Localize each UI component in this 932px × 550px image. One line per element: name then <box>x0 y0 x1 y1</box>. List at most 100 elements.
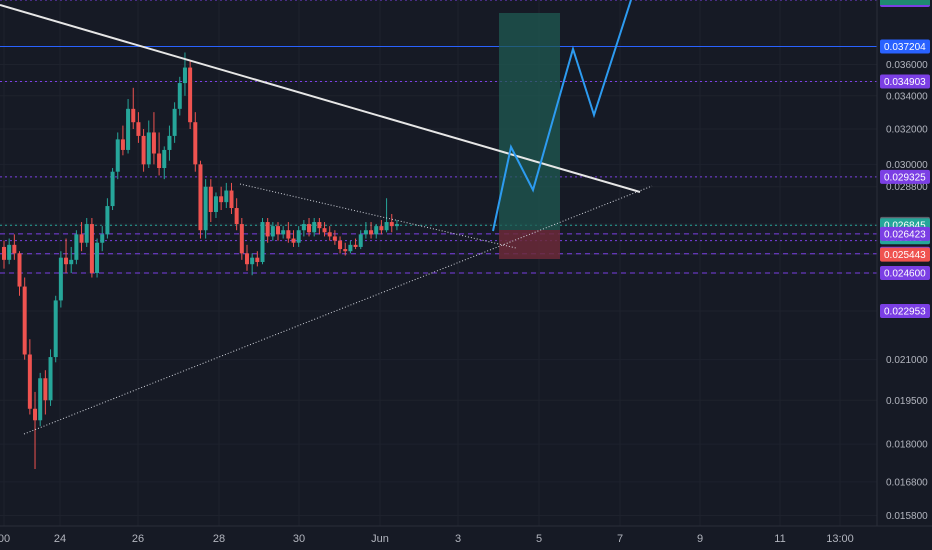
candle-body <box>317 222 322 229</box>
candle-body <box>379 226 384 231</box>
price-tick-label: 0.030000 <box>886 160 928 171</box>
candle-body <box>213 196 218 213</box>
price-badge-label: 0.026423 <box>884 229 926 240</box>
candle-body <box>239 224 244 254</box>
time-tick-label: 7 <box>617 533 623 545</box>
candle-body <box>208 186 213 213</box>
candle-body <box>74 234 79 260</box>
candle-body <box>69 259 74 265</box>
candle-body <box>198 164 203 231</box>
price-badge-label: 0.022953 <box>884 306 926 317</box>
candle-body <box>89 224 94 274</box>
candle-body <box>136 122 141 136</box>
candle-body <box>193 122 198 165</box>
drawings[interactable] <box>0 0 653 435</box>
candle-body <box>276 226 281 235</box>
level-lines <box>0 0 877 274</box>
candle-body <box>229 190 234 209</box>
time-tick-label: 30 <box>293 533 305 545</box>
price-badge <box>880 169 930 184</box>
time-tick-label: 00 <box>0 533 10 545</box>
candle-body <box>95 242 100 274</box>
time-tick-label: 5 <box>536 533 542 545</box>
candle-body <box>358 234 363 247</box>
candle-body <box>2 246 6 260</box>
price-badge-label: 0.037204 <box>884 42 926 53</box>
price-scale[interactable]: 0.015800 0.016800 0.018000 0.019500 0.021000… <box>876 0 932 526</box>
candle-body <box>115 139 120 172</box>
price-badge-label: 0.025443 <box>884 250 926 261</box>
time-tick-label: Jun <box>371 533 389 545</box>
candle-body <box>172 108 177 136</box>
profit-zone[interactable] <box>499 13 560 230</box>
price-tick-label: 0.028800 <box>886 182 928 193</box>
time-tick-label: 9 <box>697 533 703 545</box>
candle-body <box>338 240 343 250</box>
candle-body <box>270 226 275 237</box>
projection-path[interactable] <box>492 0 632 232</box>
long-position-tool[interactable] <box>499 13 560 259</box>
top-badge-sliver <box>880 0 930 5</box>
candle-body <box>384 222 389 231</box>
price-badge <box>880 266 930 281</box>
candle-body <box>151 132 156 154</box>
time-tick-label: 3 <box>455 533 461 545</box>
candle-body <box>374 226 379 235</box>
candle-body <box>141 135 146 165</box>
candle-body <box>343 249 348 252</box>
candle-body <box>48 357 53 401</box>
descending-trendline[interactable] <box>0 4 641 193</box>
price-badge-label: 0.024600 <box>884 269 926 280</box>
candle-body <box>33 408 38 421</box>
candle-body <box>244 253 249 265</box>
price-badge-label: 0.026845 <box>884 221 926 232</box>
candle-body <box>301 224 306 231</box>
candle-body <box>7 244 12 260</box>
candle-body <box>296 230 301 243</box>
candle-body <box>265 222 270 237</box>
price-badge <box>880 74 930 89</box>
upper-triangle-line[interactable] <box>239 183 517 249</box>
candle-body <box>182 67 187 84</box>
candle-body <box>177 83 182 109</box>
candle-body <box>120 139 125 150</box>
candle-body <box>219 196 224 203</box>
candle-body <box>157 153 162 169</box>
candle-body <box>131 108 136 123</box>
candle-body <box>312 222 317 233</box>
price-tick-label: 0.036000 <box>886 60 928 71</box>
candle-body <box>167 135 172 150</box>
candle-body <box>126 108 131 150</box>
candle-body <box>363 230 368 235</box>
time-tick-label: 24 <box>54 533 66 545</box>
candle-body <box>58 257 63 301</box>
candle-body <box>188 67 193 123</box>
candle-body <box>64 257 69 265</box>
candle-body <box>255 257 260 263</box>
price-tick-label: 0.016800 <box>886 477 928 488</box>
time-scale[interactable]: 00 24 26 28 30 Jun 3 5 7 9 11 13:00 <box>0 525 932 550</box>
candle-body <box>162 149 167 169</box>
candle-body <box>307 224 312 233</box>
price-scale-ticks: 0.015800 0.016800 0.018000 0.019500 0.021000… <box>886 60 928 522</box>
price-tick-label: 0.018000 <box>886 440 928 451</box>
candle-body <box>224 190 229 203</box>
price-badge <box>880 303 930 318</box>
candle-body <box>27 354 32 409</box>
price-tick-label: 0.034000 <box>886 91 928 102</box>
time-tick-label: 13:00 <box>826 533 854 545</box>
price-badge <box>880 247 930 262</box>
candle-body <box>394 224 399 227</box>
candle-body <box>100 234 105 243</box>
candle-body <box>389 222 394 227</box>
price-tick-label: 0.015800 <box>886 511 928 522</box>
candle-body <box>43 378 48 401</box>
price-tick-label: 0.019500 <box>886 396 928 407</box>
candle-body <box>348 244 353 252</box>
time-scale-ticks: 00 24 26 28 30 Jun 3 5 7 9 11 13:00 <box>0 533 854 545</box>
candle-body <box>84 224 89 243</box>
candle-body <box>250 257 255 265</box>
